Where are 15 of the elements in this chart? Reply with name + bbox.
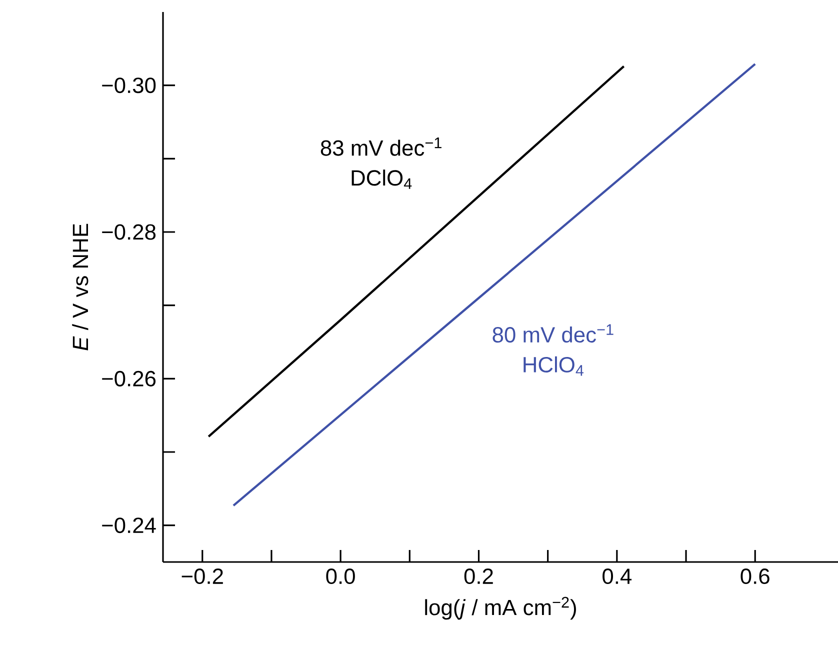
y-axis-title: E / V vs NHE — [72, 224, 88, 350]
y-tick-label: −0.28 — [102, 224, 156, 240]
text: DClO$_{4}$ — [352, 170, 412, 189]
x-tick-label: 0.6 — [740, 568, 770, 584]
y-tick-label: −0.24 — [102, 518, 156, 534]
x-tick-label: 0.4 — [602, 568, 632, 584]
x-tick-label: 0.0 — [326, 568, 355, 584]
x-axis-title: log(j / mA cm$^{−2}$) — [425, 596, 576, 620]
annotation: 83 mV dec$^{−1}$ — [320, 138, 442, 156]
text: HClO$_{4}$ — [524, 356, 584, 376]
annotation: 80 mV dec$^{−1}$ — [492, 324, 614, 343]
y-tick-label: −0.30 — [102, 78, 156, 94]
y-tick-label: −0.26 — [102, 370, 156, 386]
x-tick-label: 0.2 — [464, 568, 493, 584]
x-tick-label: −0.2 — [182, 568, 223, 584]
